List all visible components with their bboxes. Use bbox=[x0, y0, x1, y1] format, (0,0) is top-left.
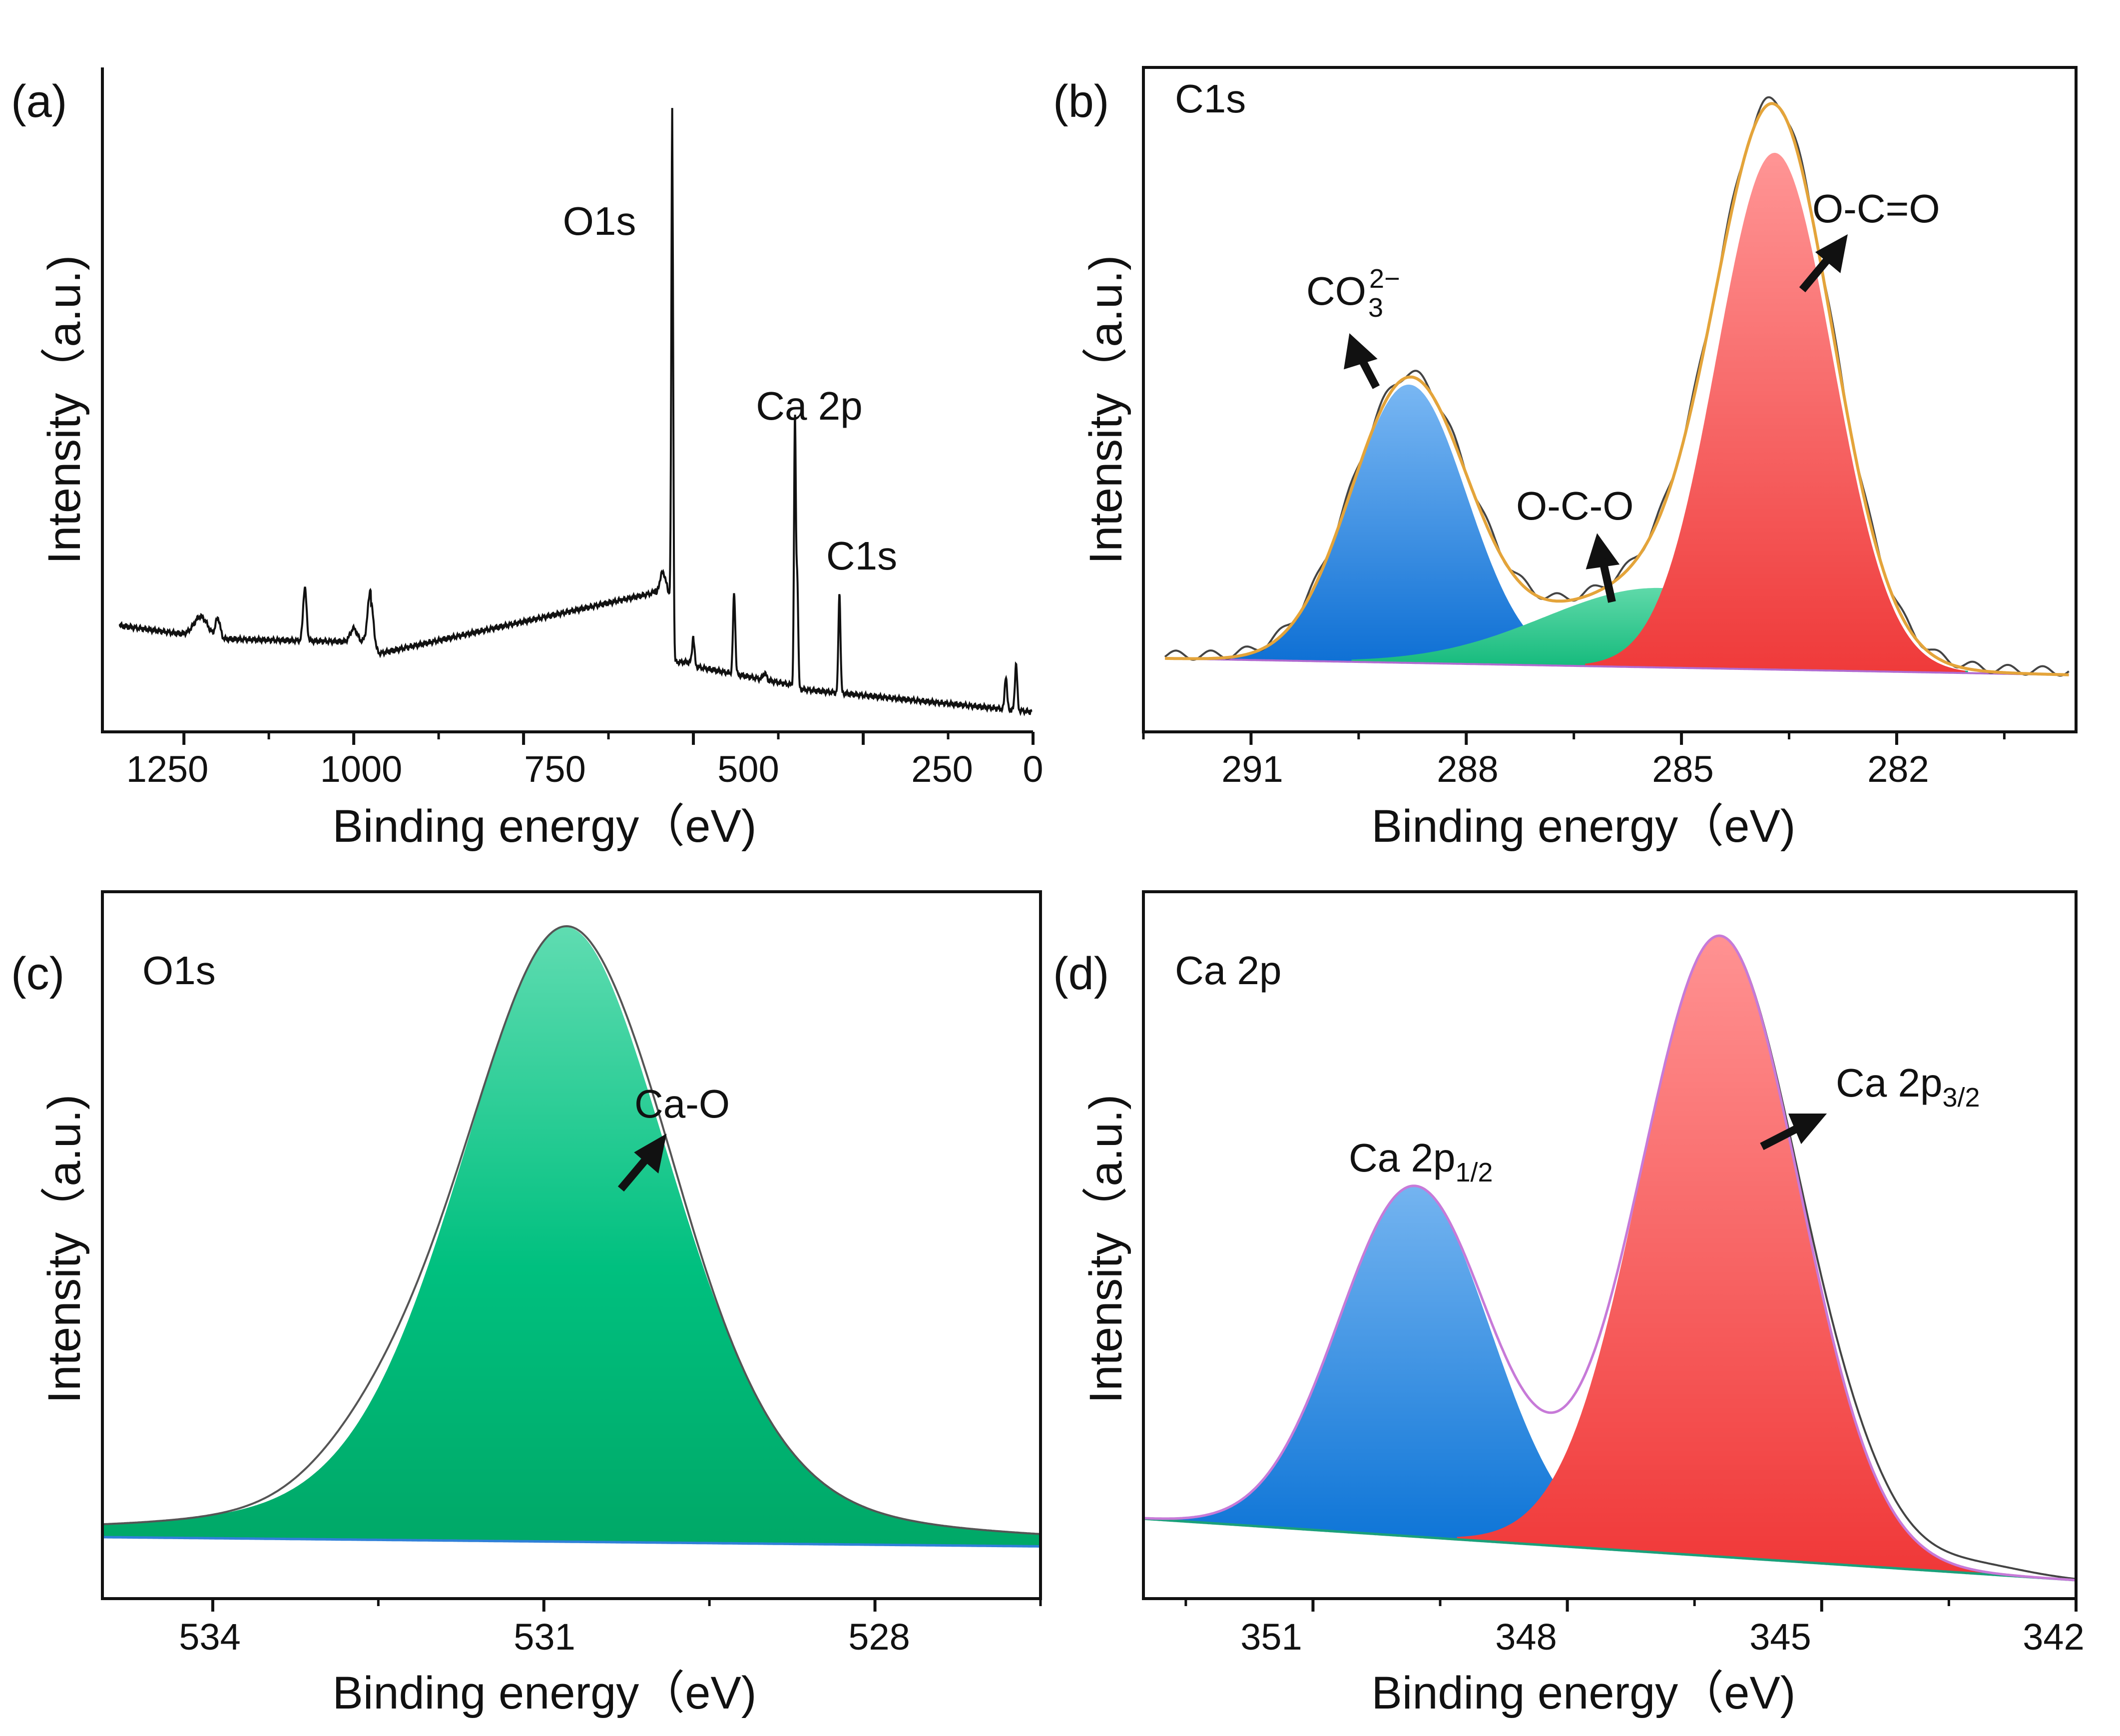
annotation-b-co3-sub: 3 bbox=[1368, 293, 1383, 323]
x-axis-title-d: Binding energy（eV) bbox=[1372, 1668, 1796, 1719]
annotation-b-co3: CO32− bbox=[1306, 264, 1400, 323]
annotation-a-c1s: C1s bbox=[826, 534, 897, 578]
arrows-c bbox=[617, 1134, 667, 1192]
survey-spectrum-line bbox=[118, 108, 1033, 716]
annotation-d-ca2p12-main: Ca 2p bbox=[1349, 1136, 1455, 1180]
y-axis-title-a: Intensity（a.u.) bbox=[39, 255, 90, 565]
arrows-b bbox=[1344, 234, 1848, 603]
arrowhead-b-oco bbox=[1586, 533, 1620, 570]
tick-label-b-288: 288 bbox=[1437, 748, 1498, 790]
tick-label-a-750: 750 bbox=[524, 748, 585, 790]
ticks-b bbox=[1142, 732, 2006, 745]
panel-d: (d) Ca 2p 351 348 345 342 Binding energy… bbox=[1053, 890, 2085, 1719]
axis-frame-a bbox=[101, 67, 1033, 733]
tick-label-a-0: 0 bbox=[1023, 748, 1043, 790]
tick-label-a-1250: 1250 bbox=[126, 748, 209, 790]
annotation-b-oco: O-C-O bbox=[1516, 484, 1634, 528]
annotation-c-cao: Ca-O bbox=[634, 1082, 730, 1126]
arrowhead-d-ca2p32 bbox=[1788, 1114, 1827, 1145]
panel-title-c: O1s bbox=[142, 948, 216, 993]
component-ca2p-1-2-peak bbox=[1176, 1186, 1652, 1553]
raw-spectrum-c bbox=[102, 925, 1041, 1535]
annotation-b-oceqo: O-C=O bbox=[1812, 186, 1940, 231]
arrowhead-c-cao bbox=[634, 1134, 667, 1174]
annotation-d-ca2p12-sub: 1/2 bbox=[1455, 1157, 1493, 1187]
arrowhead-b-co3 bbox=[1344, 333, 1378, 370]
tick-label-c-534: 534 bbox=[179, 1616, 240, 1658]
annotation-a-ca2p: Ca 2p bbox=[756, 384, 862, 428]
tick-label-d-345: 345 bbox=[1749, 1616, 1811, 1658]
y-axis-title-b: Intensity（a.u.) bbox=[1080, 255, 1131, 565]
arrow-d-ca2p32 bbox=[1760, 1123, 1803, 1151]
panel-label-d: (d) bbox=[1053, 948, 1109, 999]
y-axis-title-c: Intensity（a.u.) bbox=[39, 1095, 90, 1404]
component-o-c-eq-o-peak bbox=[1585, 152, 1966, 673]
background-line-d bbox=[1143, 1517, 2077, 1582]
x-axis-title-c: Binding energy（eV) bbox=[333, 1668, 757, 1719]
x-axis-title-b: Binding energy（eV) bbox=[1372, 801, 1796, 852]
envelope-fit-b bbox=[1165, 102, 2069, 676]
tick-label-a-500: 500 bbox=[717, 748, 779, 790]
annotation-d-ca2p32: Ca 2p3/2 bbox=[1836, 1061, 1980, 1113]
axis-frame-b bbox=[1142, 66, 2078, 733]
background-line-c bbox=[102, 1536, 1041, 1548]
ticks-a bbox=[182, 732, 1035, 745]
arrowhead-b-oceqo bbox=[1815, 234, 1848, 273]
tick-label-a-250: 250 bbox=[911, 748, 973, 790]
arrows-d bbox=[1760, 1114, 1827, 1151]
panel-b: (b) C1s 291 288 285 282 Binding energy（e… bbox=[1053, 66, 2078, 852]
tick-label-a-1000: 1000 bbox=[320, 748, 403, 790]
envelope-fit-d bbox=[1143, 934, 2077, 1582]
axis-frame-d bbox=[1142, 890, 2078, 1600]
panel-label-b: (b) bbox=[1053, 76, 1109, 127]
tick-label-d-348: 348 bbox=[1495, 1616, 1557, 1658]
tick-label-b-282: 282 bbox=[1867, 748, 1929, 790]
tick-label-b-285: 285 bbox=[1652, 748, 1713, 790]
tick-label-c-531: 531 bbox=[514, 1616, 575, 1658]
component-co3-peak bbox=[1230, 384, 1588, 666]
annotation-b-co3-main: CO bbox=[1306, 269, 1366, 313]
panel-title-d: Ca 2p bbox=[1175, 948, 1281, 993]
axis-frame-c bbox=[101, 890, 1042, 1600]
tick-label-d-342: 342 bbox=[2023, 1616, 2084, 1658]
annotation-d-ca2p32-sub: 3/2 bbox=[1942, 1083, 1980, 1113]
background-line-b bbox=[1165, 657, 2069, 676]
annotation-a-o1s: O1s bbox=[563, 199, 636, 243]
ticks-d bbox=[1184, 1599, 2078, 1612]
tick-label-d-351: 351 bbox=[1240, 1616, 1302, 1658]
component-ca2p-3-2-peak bbox=[1457, 936, 1983, 1574]
annotation-d-ca2p12: Ca 2p1/2 bbox=[1349, 1136, 1493, 1187]
panel-label-a: (a) bbox=[11, 76, 67, 127]
tick-label-c-528: 528 bbox=[848, 1616, 910, 1658]
raw-spectrum-b bbox=[1164, 96, 2070, 677]
panel-a: (a) 1250 1000 750 500 250 0 Binding ener… bbox=[11, 67, 1044, 852]
tick-label-b-291: 291 bbox=[1221, 748, 1283, 790]
x-axis-title-a: Binding energy（eV) bbox=[333, 801, 757, 852]
panel-c: (c) O1s 534 531 528 Binding energy（eV) I… bbox=[11, 890, 1042, 1719]
component-ca-o-peak bbox=[102, 927, 1041, 1547]
panel-title-b: C1s bbox=[1175, 76, 1246, 121]
annotation-d-ca2p32-main: Ca 2p bbox=[1836, 1061, 1942, 1105]
panel-label-c: (c) bbox=[11, 948, 64, 999]
annotation-b-co3-sup: 2− bbox=[1369, 264, 1400, 294]
ticks-c bbox=[211, 1599, 1042, 1612]
y-axis-title-d: Intensity（a.u.) bbox=[1080, 1095, 1131, 1404]
